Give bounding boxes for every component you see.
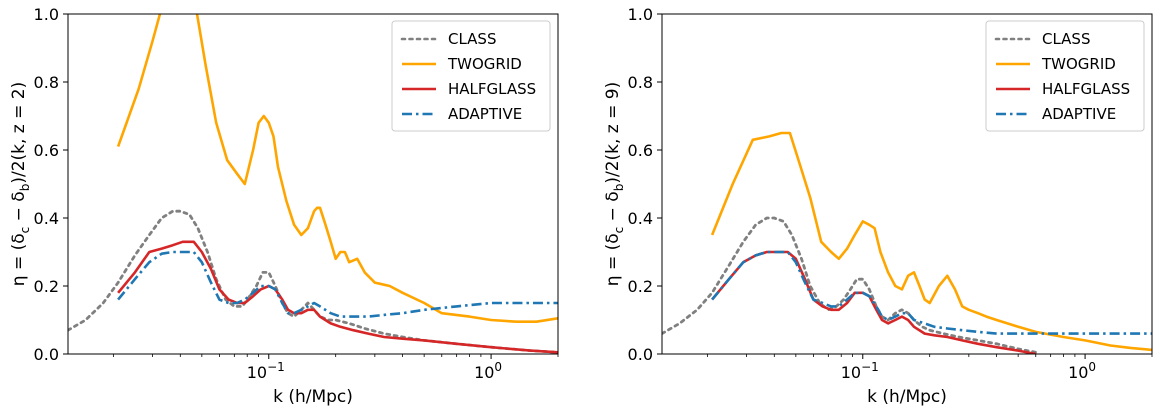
x-tick-label: 100 <box>474 360 502 382</box>
series-line-adaptive <box>711 250 1152 335</box>
plot-area <box>662 131 1152 354</box>
series-line-halfglass <box>117 240 558 354</box>
series-line-adaptive <box>117 250 558 318</box>
series-line-twogrid <box>710 131 1152 352</box>
legend-box <box>985 20 1145 132</box>
chart-panel-2: 0.0 0.2 0.4 0.6 0.8 1.0 10−1 100 k (h/Mpc) η = (δ… <box>603 5 1153 407</box>
y-tick-label: 0.8 <box>34 73 59 92</box>
y-tick-label: 0.0 <box>628 345 653 364</box>
y-axis-label: η = (δc − δb)/2(k, z = 9) <box>603 82 626 286</box>
x-tick-label: 10−1 <box>841 360 879 382</box>
series-line-class <box>68 209 558 354</box>
legend-label-class: CLASS <box>1042 30 1090 48</box>
y-axis-label: η = (δc − δb)/2(k, z = 2) <box>9 82 32 286</box>
y-tick-label: 0.0 <box>34 345 59 364</box>
legend: CLASS TWOGRID HALFGLASS ADAPTIVE <box>391 20 551 132</box>
series-line-class <box>662 216 1038 354</box>
y-tick-label: 0.4 <box>34 209 59 228</box>
legend-label-halfglass: HALFGLASS <box>1042 80 1130 98</box>
y-tick-label: 0.6 <box>628 141 653 160</box>
legend-label-adaptive: ADAPTIVE <box>448 105 522 123</box>
y-tick-label: 0.4 <box>628 209 653 228</box>
y-tick-label: 1.0 <box>34 5 59 24</box>
series-line-twogrid <box>116 14 558 323</box>
legend-label-class: CLASS <box>448 30 496 48</box>
legend-label-halfglass: HALFGLASS <box>448 80 536 98</box>
y-tick-label: 0.8 <box>628 73 653 92</box>
y-tick-label: 0.6 <box>34 141 59 160</box>
plot-area <box>68 14 558 354</box>
x-axis-label: k (h/Mpc) <box>273 387 353 407</box>
legend-box <box>391 20 551 132</box>
legend-label-adaptive: ADAPTIVE <box>1042 105 1116 123</box>
x-axis-label: k (h/Mpc) <box>867 387 947 407</box>
x-tick-label: 10−1 <box>247 360 285 382</box>
chart-panel-1: 0.0 0.2 0.4 0.6 0.8 1.0 10−1 100 k (h/Mpc) η = (δ… <box>9 5 559 407</box>
y-tick-label: 0.2 <box>34 277 59 296</box>
legend-label-twogrid: TWOGRID <box>447 55 522 73</box>
axes-frame <box>67 13 559 355</box>
axes-frame <box>661 13 1153 355</box>
y-tick-label: 1.0 <box>628 5 653 24</box>
y-tick-label: 0.2 <box>628 277 653 296</box>
x-tick-label: 100 <box>1068 360 1096 382</box>
legend: CLASS TWOGRID HALFGLASS ADAPTIVE <box>985 20 1145 132</box>
legend-label-twogrid: TWOGRID <box>1041 55 1116 73</box>
